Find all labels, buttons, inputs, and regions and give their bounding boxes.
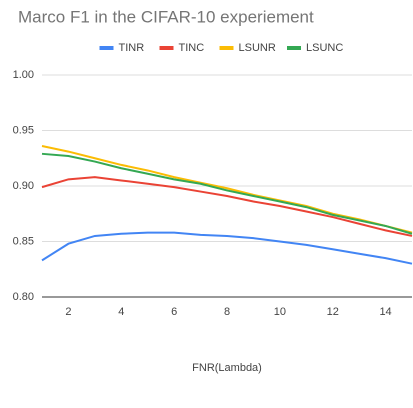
legend-label: LSUNC <box>306 42 343 54</box>
line-series <box>41 231 413 265</box>
x-tick-label: 6 <box>171 306 177 318</box>
y-tick-label: 0.80 <box>13 291 34 303</box>
x-tick-label: 12 <box>327 306 339 318</box>
chart-title: Marco F1 in the CIFAR-10 experiement <box>18 7 314 26</box>
y-tick-label: 1.00 <box>13 69 34 81</box>
y-tick-label: 0.95 <box>13 124 34 136</box>
x-axis-label: FNR(Lambda) <box>192 362 262 374</box>
line-series <box>41 152 413 235</box>
x-tick-label: 8 <box>224 306 230 318</box>
line-series <box>41 145 413 234</box>
legend-label: TINC <box>179 42 205 54</box>
legend-label: TINR <box>119 42 145 54</box>
x-tick-label: 2 <box>65 306 71 318</box>
line-series <box>41 176 413 237</box>
x-tick-label: 14 <box>379 306 391 318</box>
y-tick-label: 0.90 <box>13 180 34 192</box>
y-tick-label: 0.85 <box>13 235 34 247</box>
x-tick-label: 4 <box>118 306 124 318</box>
legend-label: LSUNR <box>239 42 276 54</box>
x-tick-label: 10 <box>274 306 286 318</box>
